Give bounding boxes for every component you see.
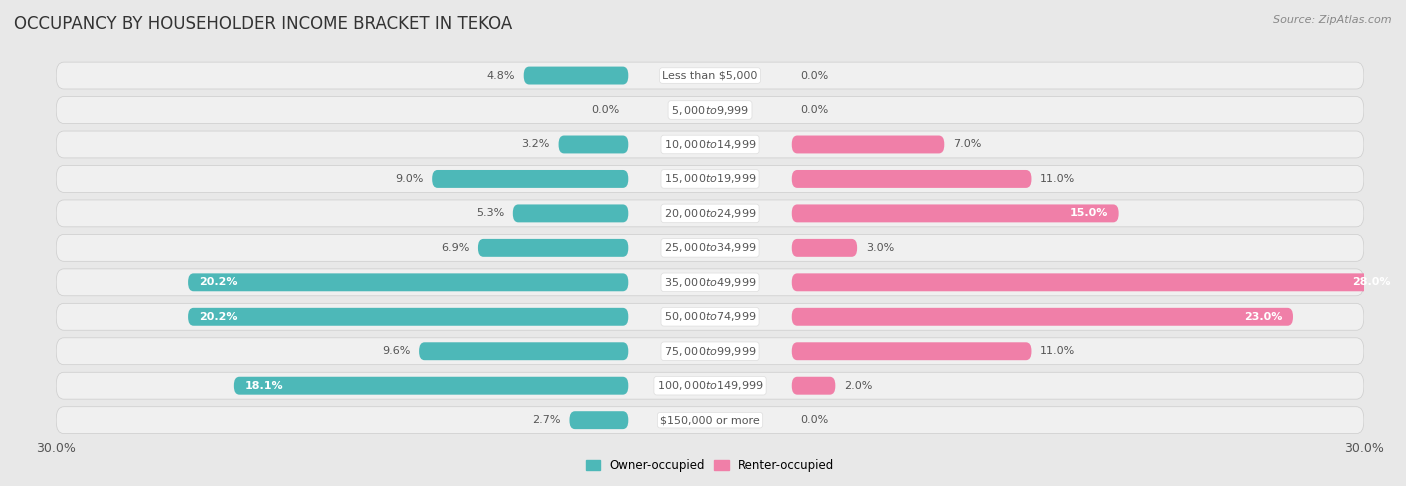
FancyBboxPatch shape: [792, 377, 835, 395]
Text: 15.0%: 15.0%: [1070, 208, 1108, 218]
FancyBboxPatch shape: [792, 308, 1294, 326]
Text: $50,000 to $74,999: $50,000 to $74,999: [664, 310, 756, 323]
Text: 3.2%: 3.2%: [522, 139, 550, 150]
Text: $100,000 to $149,999: $100,000 to $149,999: [657, 379, 763, 392]
FancyBboxPatch shape: [56, 97, 1364, 123]
Text: $75,000 to $99,999: $75,000 to $99,999: [664, 345, 756, 358]
Text: 20.2%: 20.2%: [200, 312, 238, 322]
FancyBboxPatch shape: [56, 166, 1364, 192]
FancyBboxPatch shape: [792, 342, 1032, 360]
Text: 0.0%: 0.0%: [800, 70, 828, 81]
Text: 6.9%: 6.9%: [441, 243, 470, 253]
Text: 18.1%: 18.1%: [245, 381, 284, 391]
Text: 2.7%: 2.7%: [533, 415, 561, 425]
Text: Source: ZipAtlas.com: Source: ZipAtlas.com: [1274, 15, 1392, 25]
FancyBboxPatch shape: [792, 136, 945, 154]
FancyBboxPatch shape: [792, 170, 1032, 188]
Text: Less than $5,000: Less than $5,000: [662, 70, 758, 81]
Text: $5,000 to $9,999: $5,000 to $9,999: [671, 104, 749, 117]
Text: 2.0%: 2.0%: [844, 381, 873, 391]
Text: 9.6%: 9.6%: [382, 346, 411, 356]
Text: 5.3%: 5.3%: [475, 208, 505, 218]
FancyBboxPatch shape: [558, 136, 628, 154]
Text: 11.0%: 11.0%: [1040, 174, 1076, 184]
Text: OCCUPANCY BY HOUSEHOLDER INCOME BRACKET IN TEKOA: OCCUPANCY BY HOUSEHOLDER INCOME BRACKET …: [14, 15, 512, 33]
Text: 9.0%: 9.0%: [395, 174, 423, 184]
FancyBboxPatch shape: [569, 411, 628, 429]
FancyBboxPatch shape: [478, 239, 628, 257]
FancyBboxPatch shape: [56, 338, 1364, 364]
Text: $10,000 to $14,999: $10,000 to $14,999: [664, 138, 756, 151]
FancyBboxPatch shape: [56, 269, 1364, 296]
Text: 4.8%: 4.8%: [486, 70, 515, 81]
FancyBboxPatch shape: [513, 205, 628, 223]
FancyBboxPatch shape: [188, 273, 628, 291]
Text: $25,000 to $34,999: $25,000 to $34,999: [664, 242, 756, 254]
FancyBboxPatch shape: [432, 170, 628, 188]
Text: 3.0%: 3.0%: [866, 243, 894, 253]
FancyBboxPatch shape: [56, 234, 1364, 261]
Text: $15,000 to $19,999: $15,000 to $19,999: [664, 173, 756, 186]
FancyBboxPatch shape: [523, 67, 628, 85]
Text: 20.2%: 20.2%: [200, 278, 238, 287]
Text: 0.0%: 0.0%: [800, 105, 828, 115]
FancyBboxPatch shape: [56, 407, 1364, 434]
Text: 7.0%: 7.0%: [953, 139, 981, 150]
Text: 28.0%: 28.0%: [1353, 278, 1391, 287]
FancyBboxPatch shape: [56, 372, 1364, 399]
FancyBboxPatch shape: [233, 377, 628, 395]
Text: $35,000 to $49,999: $35,000 to $49,999: [664, 276, 756, 289]
FancyBboxPatch shape: [792, 273, 1402, 291]
FancyBboxPatch shape: [188, 308, 628, 326]
Text: 11.0%: 11.0%: [1040, 346, 1076, 356]
FancyBboxPatch shape: [419, 342, 628, 360]
Legend: Owner-occupied, Renter-occupied: Owner-occupied, Renter-occupied: [581, 454, 839, 477]
FancyBboxPatch shape: [56, 200, 1364, 227]
FancyBboxPatch shape: [56, 62, 1364, 89]
FancyBboxPatch shape: [792, 205, 1119, 223]
FancyBboxPatch shape: [56, 303, 1364, 330]
Text: $150,000 or more: $150,000 or more: [661, 415, 759, 425]
Text: $20,000 to $24,999: $20,000 to $24,999: [664, 207, 756, 220]
FancyBboxPatch shape: [792, 239, 858, 257]
Text: 0.0%: 0.0%: [800, 415, 828, 425]
FancyBboxPatch shape: [56, 131, 1364, 158]
Text: 0.0%: 0.0%: [592, 105, 620, 115]
Text: 23.0%: 23.0%: [1244, 312, 1282, 322]
